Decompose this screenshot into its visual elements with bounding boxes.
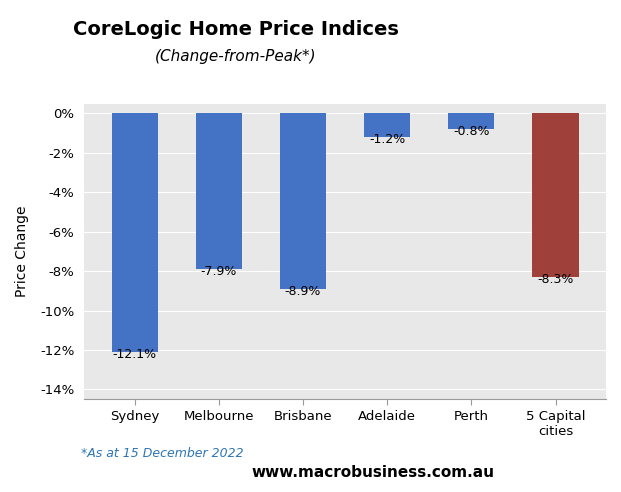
Bar bbox=[196, 114, 242, 269]
Y-axis label: Price Change: Price Change bbox=[15, 206, 29, 297]
Text: *As at 15 December 2022: *As at 15 December 2022 bbox=[81, 447, 243, 460]
Text: -8.3%: -8.3% bbox=[537, 273, 574, 286]
Bar bbox=[280, 114, 326, 289]
Bar bbox=[364, 114, 410, 137]
Text: -0.8%: -0.8% bbox=[453, 125, 489, 138]
Text: (Change-from-Peak*): (Change-from-Peak*) bbox=[155, 49, 317, 64]
Text: -12.1%: -12.1% bbox=[112, 348, 156, 361]
Bar bbox=[532, 114, 579, 277]
Text: www.macrobusiness.com.au: www.macrobusiness.com.au bbox=[251, 465, 494, 480]
Text: -1.2%: -1.2% bbox=[369, 133, 406, 146]
Text: BUSINESS: BUSINESS bbox=[474, 68, 575, 87]
Text: CoreLogic Home Price Indices: CoreLogic Home Price Indices bbox=[73, 20, 399, 39]
Text: MACRO: MACRO bbox=[487, 35, 562, 53]
Text: -7.9%: -7.9% bbox=[201, 265, 237, 278]
Text: -8.9%: -8.9% bbox=[285, 285, 321, 298]
Bar bbox=[448, 114, 494, 129]
Bar bbox=[112, 114, 158, 352]
